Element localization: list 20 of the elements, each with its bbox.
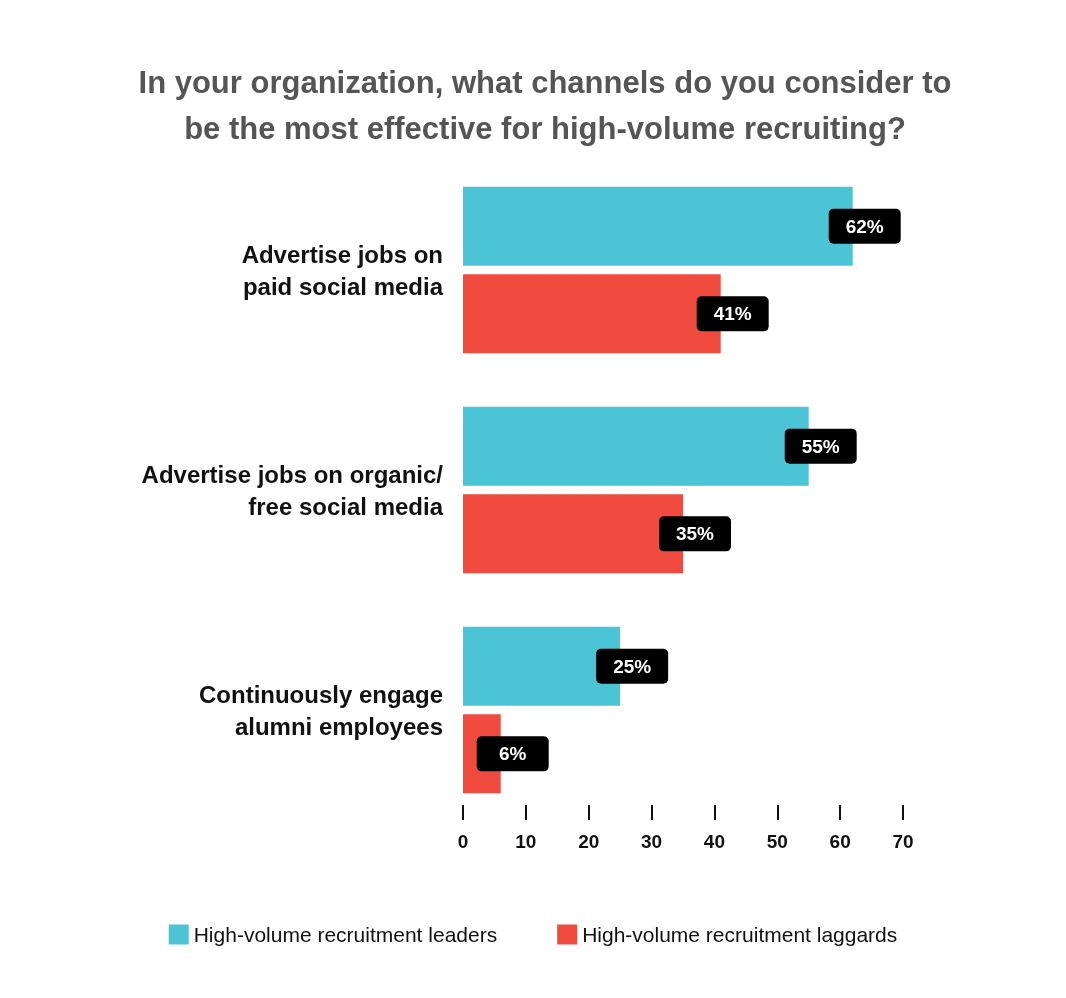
x-tick-label: 50: [766, 831, 788, 852]
y-tick-label: Advertise jobs on paid social media: [241, 240, 444, 300]
legend-label: High-volume recruitment laggards: [582, 923, 898, 946]
data-label: 35%: [675, 523, 715, 545]
x-tick-label: 70: [892, 831, 914, 852]
x-tick-label: 40: [703, 831, 725, 852]
data-label: 6%: [498, 743, 527, 765]
x-tick-label: 0: [457, 831, 469, 852]
y-tick-label: Advertise jobs on organic/ free social media: [141, 460, 444, 520]
legend-label: High-volume recruitment leaders: [193, 923, 498, 946]
x-tick-label: 10: [515, 831, 537, 852]
data-label: 55%: [801, 435, 840, 457]
data-label: 62%: [845, 215, 884, 237]
data-label: 41%: [713, 303, 752, 325]
y-tick-label: Continuously engage alumni employees: [198, 680, 443, 740]
x-tick-label: 60: [829, 831, 851, 852]
chart-title: In your organization, what channels do you consider to be the most effective for high-volume recruiting?: [138, 64, 952, 146]
x-tick-label: 30: [641, 831, 663, 852]
x-tick-label: 20: [578, 831, 600, 852]
data-label: 25%: [613, 655, 652, 677]
